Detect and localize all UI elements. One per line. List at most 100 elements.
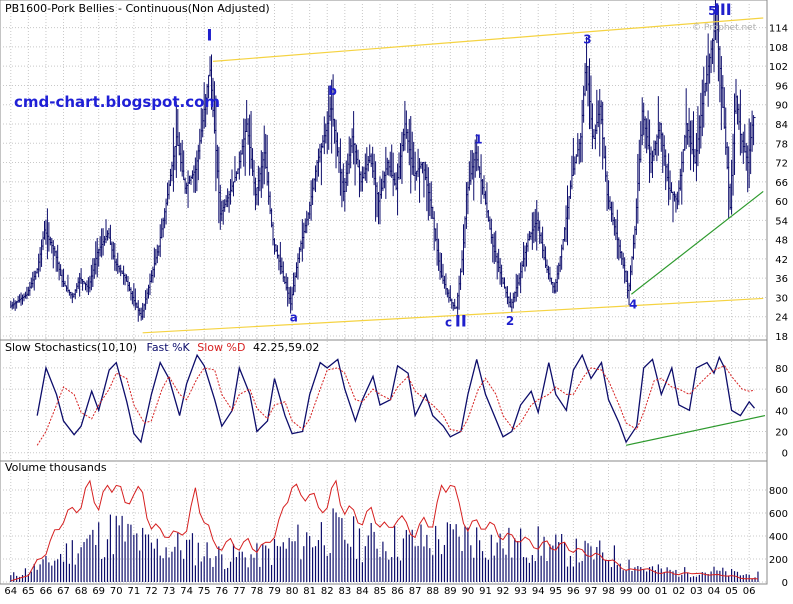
wave-label: 3 bbox=[583, 33, 591, 47]
x-tick-label: 65 bbox=[22, 586, 35, 597]
stoch-y-tick-label: 80 bbox=[775, 364, 788, 375]
x-tick-label: 06 bbox=[743, 586, 756, 597]
x-tick-label: 98 bbox=[602, 586, 615, 597]
x-tick-label: 80 bbox=[286, 586, 299, 597]
price-y-tick-label: 78 bbox=[775, 139, 788, 150]
stoch-y-tick-label: 20 bbox=[775, 428, 788, 439]
volume-y-tick-label: 200 bbox=[769, 555, 788, 566]
x-tick-label: 94 bbox=[532, 586, 545, 597]
x-tick-label: 89 bbox=[444, 586, 457, 597]
volume-panel: 800 600 400 200 0 Volume thousands bbox=[0, 460, 788, 589]
price-trendline bbox=[631, 190, 764, 295]
x-tick-label: 77 bbox=[233, 586, 246, 597]
x-tick-label: 99 bbox=[620, 586, 633, 597]
price-y-tick-label: 96 bbox=[775, 81, 788, 92]
x-tick-label: 91 bbox=[479, 586, 492, 597]
price-trendline bbox=[142, 297, 764, 334]
volume-y-tick-label: 0 bbox=[782, 578, 788, 589]
fast-k-line bbox=[36, 353, 756, 444]
x-tick-label: 04 bbox=[708, 586, 721, 597]
x-tick-label: 95 bbox=[549, 586, 562, 597]
x-tick-label: 01 bbox=[655, 586, 668, 597]
price-y-tick-label: 72 bbox=[775, 159, 788, 170]
price-y-tick-label: 114 bbox=[769, 24, 788, 35]
price-y-tick-label: 84 bbox=[775, 120, 788, 131]
prophet-credit: © Prophet.net bbox=[692, 23, 757, 33]
price-y-tick-label: 18 bbox=[775, 332, 788, 343]
x-tick-label: 73 bbox=[163, 586, 176, 597]
x-tick-label: 72 bbox=[145, 586, 158, 597]
legend-fast-k: Fast %K bbox=[147, 341, 191, 354]
price-trendlines bbox=[142, 17, 764, 334]
stoch-legend: Slow Stochastics(10,10) Fast %K Slow %D … bbox=[5, 341, 319, 354]
price-y-tick-label: 54 bbox=[775, 216, 788, 227]
x-tick-label: 90 bbox=[462, 586, 475, 597]
stoch-lines bbox=[36, 353, 766, 446]
legend-slow-d: Slow %D bbox=[197, 341, 245, 354]
stoch-title: Slow Stochastics(10,10) bbox=[5, 341, 137, 354]
x-tick-label: 03 bbox=[690, 586, 703, 597]
stoch-readout: 42.25,59.02 bbox=[253, 341, 319, 354]
x-tick-label: 68 bbox=[75, 586, 88, 597]
price-y-tick-label: 30 bbox=[775, 293, 788, 304]
x-tick-label: 71 bbox=[127, 586, 140, 597]
wave-label: c bbox=[445, 315, 452, 329]
price-bar-series bbox=[10, 0, 756, 322]
x-tick-label: 78 bbox=[251, 586, 264, 597]
x-tick-label: 02 bbox=[672, 586, 685, 597]
wave-label: 1 bbox=[474, 132, 482, 146]
price-y-tick-label: 48 bbox=[775, 236, 788, 247]
x-tick-label: 69 bbox=[92, 586, 105, 597]
x-tick-label: 93 bbox=[514, 586, 527, 597]
wave-label: a bbox=[290, 311, 298, 325]
volume-y-tick-label: 800 bbox=[769, 486, 788, 497]
slow-d-line bbox=[36, 365, 755, 446]
x-tick-label: 05 bbox=[725, 586, 738, 597]
wave-label: III bbox=[714, 0, 732, 19]
wave-label: I bbox=[206, 25, 212, 44]
x-tick-label: 67 bbox=[57, 586, 70, 597]
price-y-tick-label: 36 bbox=[775, 274, 788, 285]
x-axis: 64 65 66 67 68 69 70 71 72 73 74 75 76 77 78 79 80 81 82 83… bbox=[4, 586, 755, 597]
volume-y-axis: 800 600 400 200 0 bbox=[769, 486, 788, 589]
blog-watermark: cmd-chart.blogspot.com bbox=[14, 93, 220, 111]
price-y-tick-label: 90 bbox=[775, 101, 788, 112]
price-y-tick-label: 60 bbox=[775, 197, 788, 208]
volume-title: Volume thousands bbox=[5, 461, 107, 474]
x-tick-label: 82 bbox=[321, 586, 334, 597]
volume-line-series bbox=[10, 479, 759, 582]
volume-y-tick-label: 600 bbox=[769, 509, 788, 520]
stoch-y-tick-label: 60 bbox=[775, 385, 788, 396]
price-y-tick-label: 42 bbox=[775, 255, 788, 266]
x-tick-label: 85 bbox=[374, 586, 387, 597]
stoch-y-tick-label: 40 bbox=[775, 406, 788, 417]
x-tick-label: 66 bbox=[40, 586, 53, 597]
wave-label: b bbox=[328, 84, 337, 98]
x-tick-label: 86 bbox=[391, 586, 404, 597]
x-tick-label: 74 bbox=[180, 586, 193, 597]
price-y-tick-label: 102 bbox=[769, 62, 788, 73]
wave-label: II bbox=[455, 311, 467, 330]
wave-label: 5 bbox=[708, 4, 716, 18]
price-trendline bbox=[212, 17, 764, 62]
stoch-trendline bbox=[625, 415, 766, 446]
x-tick-label: 79 bbox=[268, 586, 281, 597]
volume-line bbox=[10, 479, 759, 582]
price-y-tick-label: 24 bbox=[775, 313, 788, 324]
price-y-axis: 114 108 102 96 90 84 78 72 66 60 54 48 42 36 30 24 18 bbox=[769, 24, 788, 343]
x-tick-label: 76 bbox=[215, 586, 228, 597]
x-tick-label: 97 bbox=[585, 586, 598, 597]
x-tick-label: 81 bbox=[303, 586, 316, 597]
x-tick-label: 87 bbox=[409, 586, 422, 597]
x-tick-label: 00 bbox=[637, 586, 650, 597]
price-y-tick-label: 66 bbox=[775, 178, 788, 189]
x-tick-label: 96 bbox=[567, 586, 580, 597]
x-tick-label: 83 bbox=[338, 586, 351, 597]
x-tick-label: 88 bbox=[426, 586, 439, 597]
x-tick-label: 64 bbox=[4, 586, 17, 597]
x-tick-label: 92 bbox=[497, 586, 510, 597]
